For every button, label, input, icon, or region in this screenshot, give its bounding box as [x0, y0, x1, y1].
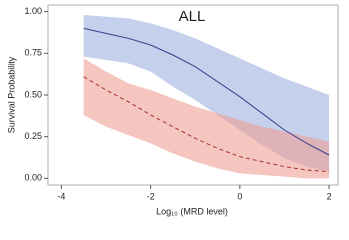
x-tick-label: -2 [147, 191, 155, 201]
y-tick-label: 0.75 [24, 48, 42, 58]
confidence-band [83, 58, 330, 179]
chart-title: ALL [179, 8, 206, 25]
y-tick-label: 0.25 [24, 131, 42, 141]
chart: Log₁₀ (MRD level) Survival Probability 0… [6, 4, 339, 217]
x-tick-label: 0 [237, 191, 242, 201]
x-tick-label: -4 [57, 191, 65, 201]
y-axis-label: Survival Probability [6, 56, 16, 133]
line [83, 76, 330, 173]
y-tick-label: 0.00 [24, 173, 42, 183]
x-axis-label: Log₁₀ (MRD level) [156, 206, 228, 216]
x-tick-label: 2 [327, 191, 332, 201]
line [83, 27, 330, 156]
y-tick-label: 0.50 [24, 89, 42, 99]
y-tick-label: 1.00 [24, 6, 42, 16]
